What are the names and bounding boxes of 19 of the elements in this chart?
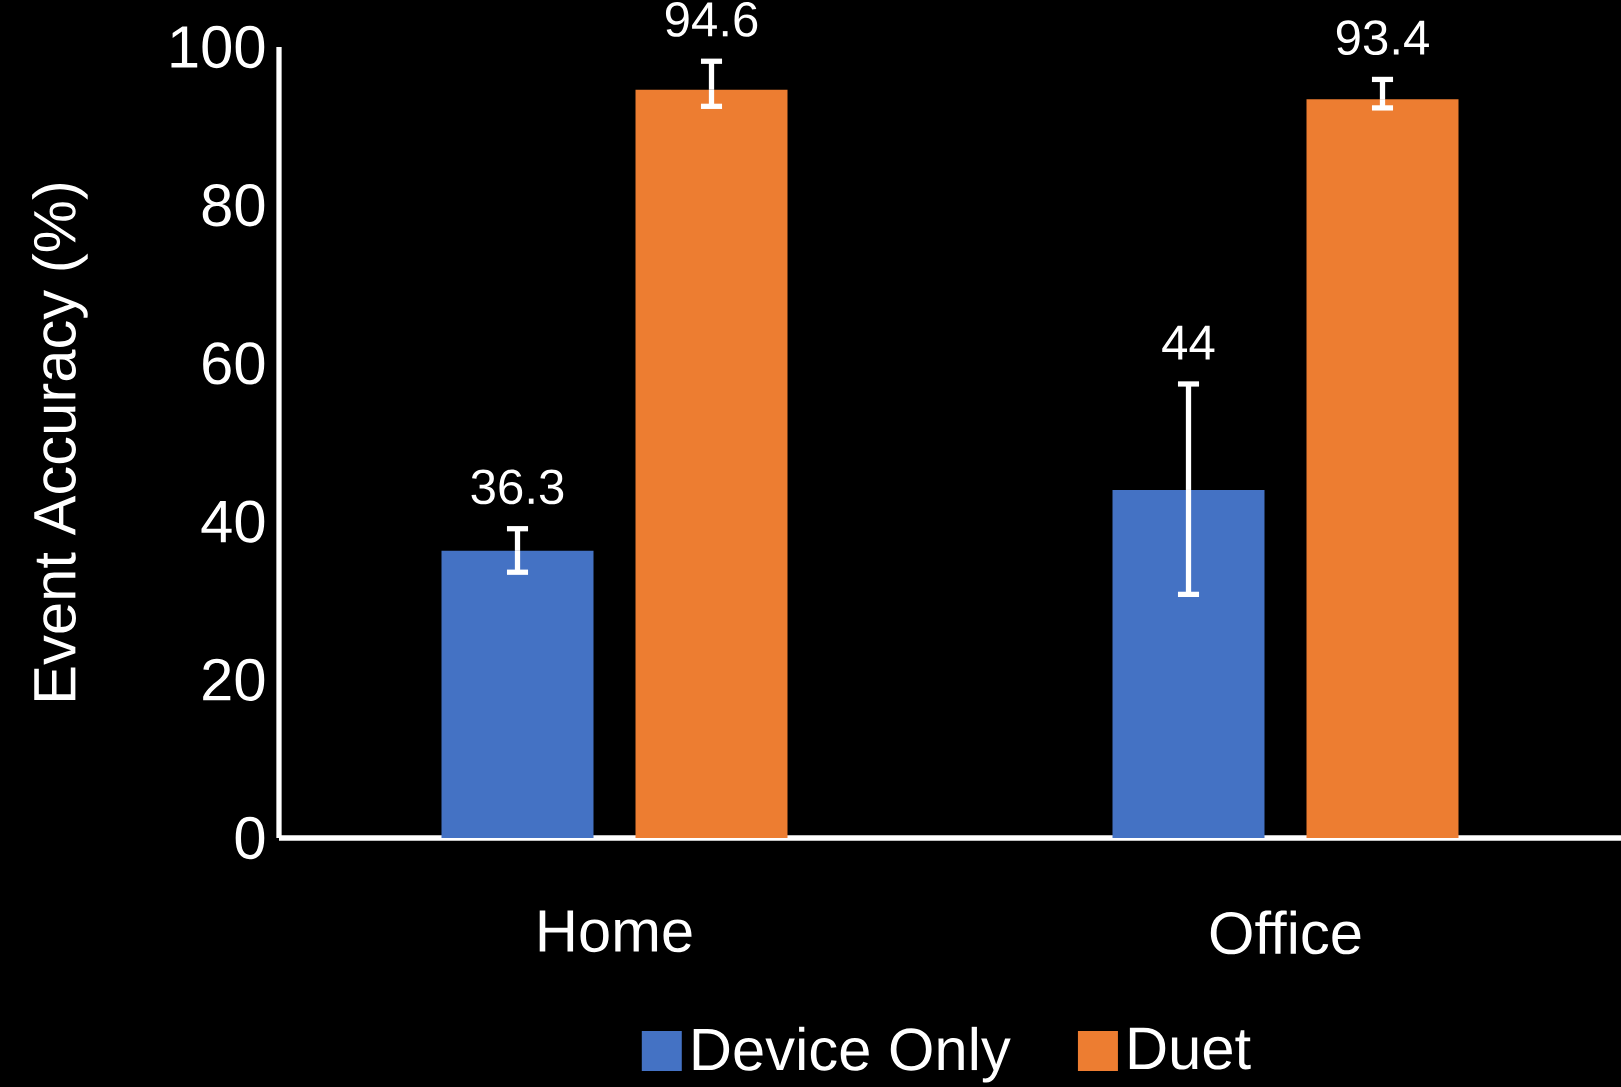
bar [1112, 489, 1265, 838]
data-label: 36.3 [471, 469, 564, 505]
y-tick-label: 0 [235, 816, 265, 860]
y-tick-label: 40 [201, 500, 265, 543]
legend-label: Device Only [693, 1026, 1011, 1083]
y-tick-label: 100 [171, 25, 265, 69]
x-tick-label: Home [539, 910, 692, 953]
bar [441, 550, 594, 838]
legend-label: Duet [1129, 1027, 1251, 1070]
bar [1306, 99, 1459, 838]
y-tick-label: 60 [203, 342, 265, 385]
x-tick-label: Office [1210, 910, 1361, 955]
data-label: 93.4 [1336, 20, 1429, 56]
y-tick-label: 20 [203, 658, 265, 701]
data-label: 94.6 [665, 1, 758, 37]
data-label: 44 [1162, 325, 1215, 360]
bar [635, 89, 788, 838]
y-axis-title: Event Accuracy (%) [32, 183, 88, 700]
y-tick-label: 80 [202, 184, 265, 227]
